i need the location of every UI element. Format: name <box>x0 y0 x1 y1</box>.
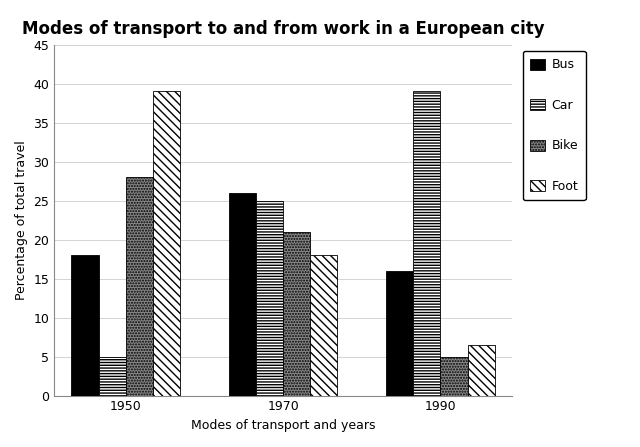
Bar <box>72 255 99 396</box>
Legend: Bus, Car, Bike, Foot: Bus, Car, Bike, Foot <box>523 51 586 200</box>
Bar <box>468 345 495 396</box>
Bar <box>413 92 440 396</box>
Bar <box>126 177 153 396</box>
Bar <box>256 201 283 396</box>
Y-axis label: Percentage of total travel: Percentage of total travel <box>15 140 28 300</box>
Bar <box>228 193 256 396</box>
Bar <box>99 357 126 396</box>
Bar <box>283 232 310 396</box>
Bar <box>440 357 468 396</box>
Title: Modes of transport to and from work in a European city: Modes of transport to and from work in a… <box>22 20 545 38</box>
Bar <box>310 255 337 396</box>
Bar <box>153 92 180 396</box>
X-axis label: Modes of transport and years: Modes of transport and years <box>191 419 376 432</box>
Bar <box>386 271 413 396</box>
